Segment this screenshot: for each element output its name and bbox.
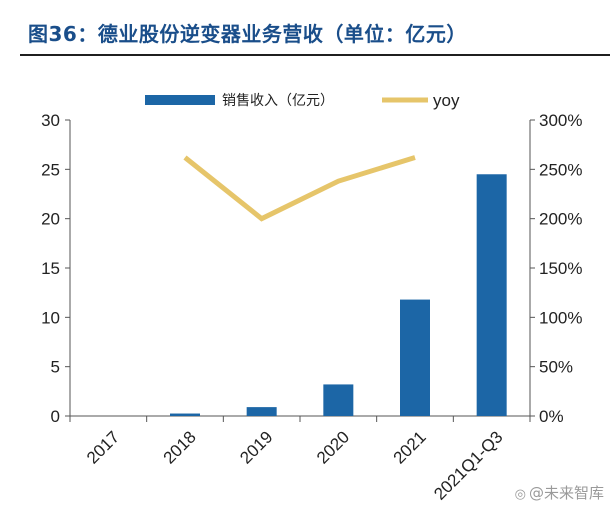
yoy-line [183, 155, 416, 222]
weibo-icon: ◎ [514, 487, 526, 502]
legend-swatch-revenue [145, 95, 215, 105]
title-rule [20, 54, 610, 56]
y-right-tick-label: 300% [539, 111, 582, 130]
bar-2021 [400, 299, 430, 416]
y-right-tick-label: 50% [539, 358, 573, 377]
x-tick-label: 2017 [83, 427, 123, 467]
x-tick-label: 2021 [390, 427, 430, 467]
y-left-tick-label: 5 [51, 358, 60, 377]
bar-2019 [246, 407, 277, 416]
watermark-text: @未来智库 [528, 484, 604, 502]
y-left-tick-label: 30 [41, 111, 60, 130]
y-left-tick-label: 15 [41, 259, 60, 278]
figure-header: 图36：德业股份逆变器业务营收（单位：亿元） [0, 0, 614, 56]
y-right-tick-label: 0% [539, 407, 564, 426]
x-tick-label: 2021Q1-Q3 [430, 427, 506, 503]
y-right-tick-label: 200% [539, 210, 582, 229]
y-left-tick-label: 25 [41, 160, 60, 179]
watermark: ◎ @未来智库 [515, 482, 604, 503]
bar-2021Q1-Q3 [476, 174, 507, 416]
bar-2018 [170, 413, 200, 416]
legend-label-yoy: yoy [433, 91, 460, 110]
figure-title: 图36：德业股份逆变器业务营收（单位：亿元） [28, 22, 467, 46]
x-tick-label: 2018 [160, 427, 200, 467]
y-left-tick-label: 0 [51, 407, 60, 426]
y-left-tick-label: 10 [41, 308, 60, 327]
x-tick-label: 2020 [313, 427, 353, 467]
x-tick-label: 2019 [236, 427, 276, 467]
y-right-tick-label: 250% [539, 160, 582, 179]
y-right-tick-label: 100% [539, 308, 582, 327]
y-right-tick-label: 150% [539, 259, 582, 278]
y-left-tick-label: 20 [41, 210, 60, 229]
legend-label-revenue: 销售收入（亿元） [222, 93, 334, 109]
bar-2020 [323, 384, 354, 416]
